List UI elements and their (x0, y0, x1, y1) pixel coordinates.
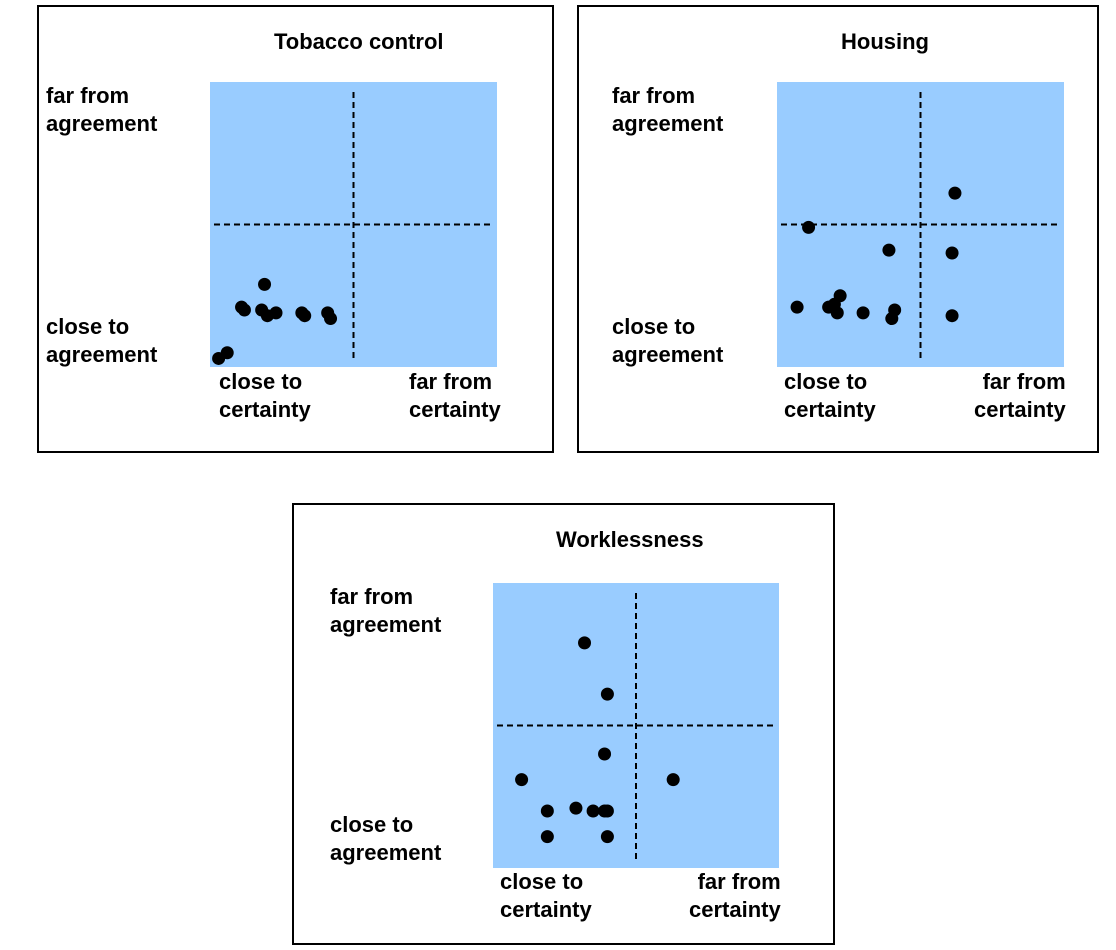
y-label-high-line-2: agreement (612, 111, 724, 136)
data-point (569, 801, 583, 815)
y-label-low-line-1: close to (330, 812, 414, 837)
x-label-low: close to certainty (219, 368, 311, 424)
data-point (598, 747, 612, 761)
x-label-low-line-2: certainty (219, 397, 311, 422)
data-point (945, 246, 959, 260)
data-point (830, 306, 844, 320)
y-label-high: far from agreement (46, 82, 157, 138)
y-label-low-line-1: close to (612, 314, 696, 339)
x-label-high-line-1: far from (409, 369, 493, 394)
x-label-low-line-2: certainty (784, 397, 876, 422)
data-point (856, 306, 870, 320)
data-point (882, 243, 896, 257)
y-label-low-line-2: agreement (46, 342, 158, 367)
chart-title: Worklessness (556, 527, 704, 552)
x-label-high: far from certainty (974, 368, 1066, 424)
y-label-high-line-2: agreement (330, 612, 442, 637)
data-point (324, 312, 338, 326)
x-label-high: far from certainty (409, 368, 501, 424)
data-point (948, 186, 962, 200)
x-label-high-line-2: certainty (689, 897, 781, 922)
chart-panel-housing: Housing far from agreement close to agre… (577, 5, 1099, 453)
data-point (600, 804, 614, 818)
data-point (790, 300, 804, 314)
data-point (540, 804, 554, 818)
data-point (600, 687, 614, 701)
scatter-plot (777, 82, 1064, 367)
chart-panel-tobacco-control: Tobacco control far from agreement close… (37, 5, 554, 453)
data-point (515, 773, 529, 787)
x-label-low-line-1: close to (784, 369, 868, 394)
y-label-high-line-2: agreement (46, 111, 158, 136)
data-point (578, 636, 592, 650)
chart-title: Tobacco control (274, 29, 444, 54)
x-label-low: close to certainty (784, 368, 876, 424)
x-label-high-line-1: far from (697, 869, 781, 894)
y-label-high-line-1: far from (612, 83, 696, 108)
data-point (269, 306, 283, 320)
x-label-low-line-1: close to (219, 369, 303, 394)
x-label-high-line-2: certainty (409, 397, 501, 422)
y-label-low: close to agreement (612, 313, 723, 369)
y-label-low-line-2: agreement (612, 342, 724, 367)
data-point (666, 773, 680, 787)
data-point (258, 277, 272, 291)
data-point (586, 804, 600, 818)
y-label-low-line-2: agreement (330, 840, 442, 865)
x-label-high: far from certainty (689, 868, 781, 924)
data-point (885, 312, 899, 326)
data-point (540, 830, 554, 844)
y-label-high-line-1: far from (330, 584, 414, 609)
data-point (298, 309, 312, 323)
y-label-low-line-1: close to (46, 314, 130, 339)
x-label-high-line-1: far from (982, 369, 1066, 394)
data-point (945, 309, 959, 323)
data-point (220, 346, 234, 360)
x-label-high-line-2: certainty (974, 397, 1066, 422)
scatter-plot (210, 82, 497, 367)
data-point (600, 830, 614, 844)
y-label-high-line-1: far from (46, 83, 130, 108)
y-label-high: far from agreement (612, 82, 723, 138)
data-point (237, 303, 251, 317)
chart-panel-worklessness: Worklessness far from agreement close to… (292, 503, 835, 945)
x-label-low: close to certainty (500, 868, 592, 924)
scatter-plot (493, 583, 779, 868)
y-label-low: close to agreement (46, 313, 157, 369)
x-label-low-line-1: close to (500, 869, 584, 894)
y-label-low: close to agreement (330, 811, 441, 867)
x-label-low-line-2: certainty (500, 897, 592, 922)
data-point (802, 220, 816, 234)
chart-title: Housing (841, 29, 929, 54)
y-label-high: far from agreement (330, 583, 441, 639)
